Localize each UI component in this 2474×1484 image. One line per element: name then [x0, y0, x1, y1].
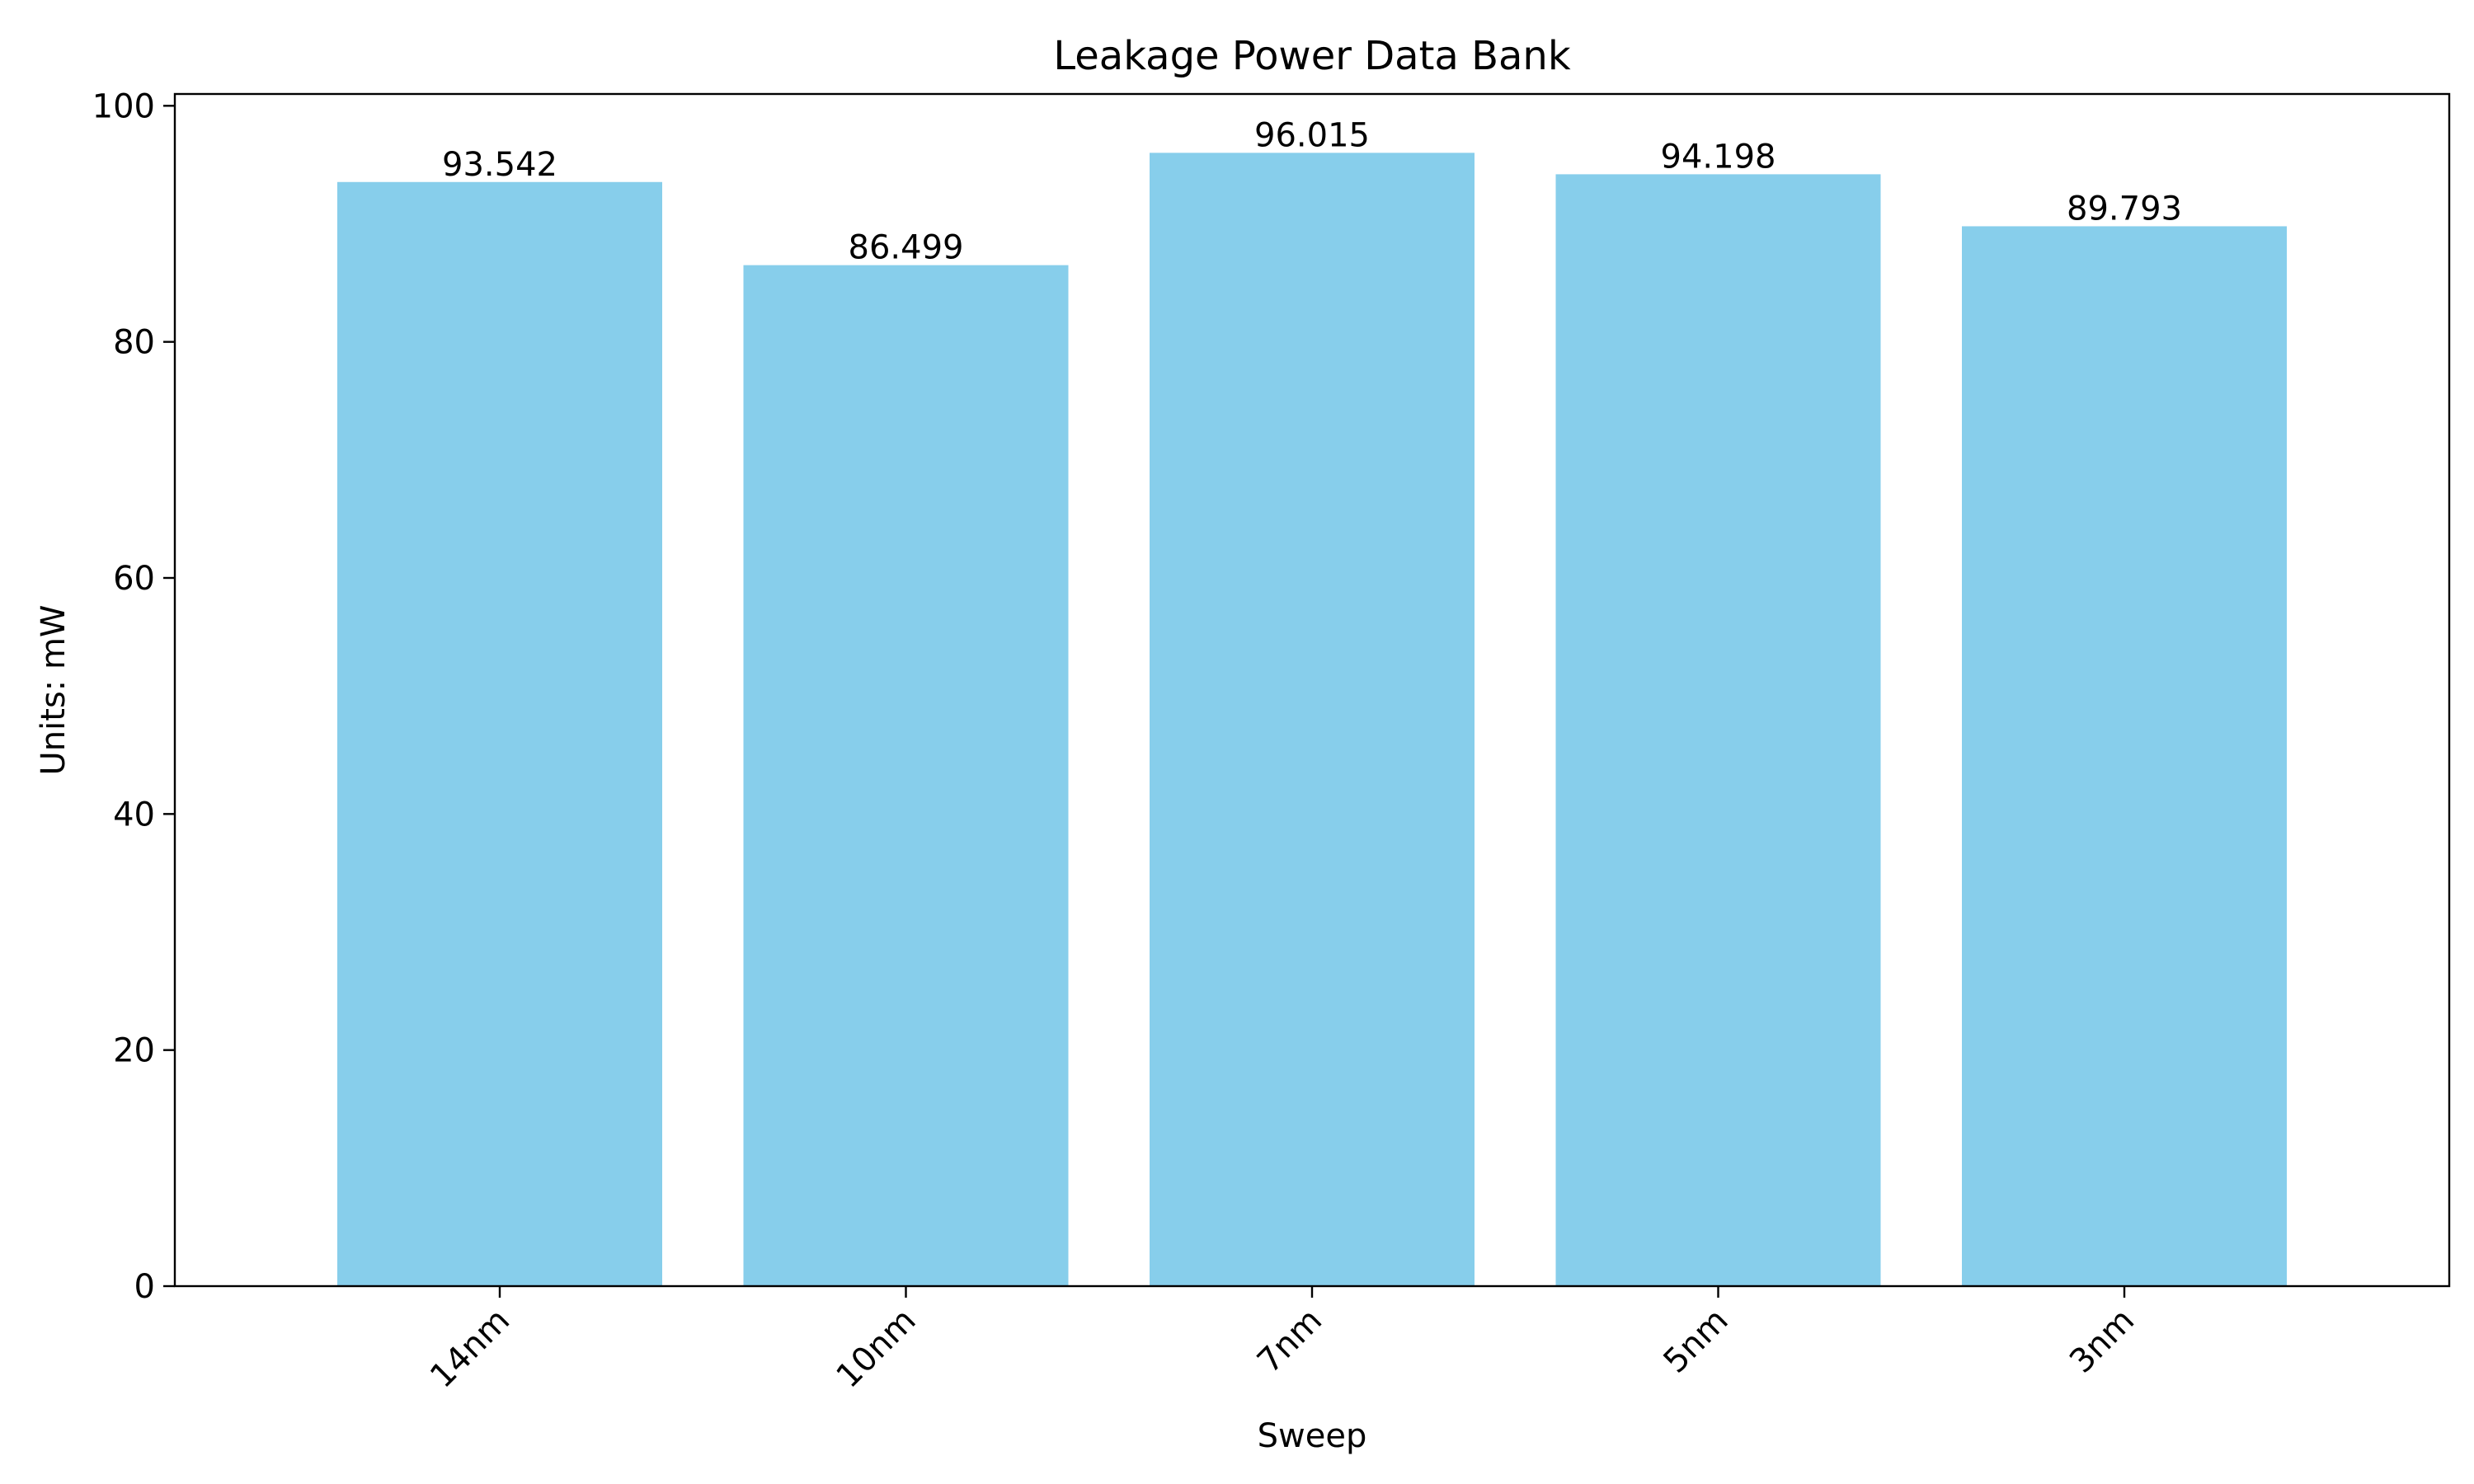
bar-value-label: 96.015 — [1254, 116, 1370, 154]
bar-value-label: 93.542 — [442, 146, 557, 184]
bar-5nm — [1555, 174, 1881, 1287]
x-tick-label: 10nm — [830, 1302, 924, 1396]
y-tick-label: 0 — [134, 1268, 155, 1306]
chart-title: Leakage Power Data Bank — [1053, 33, 1570, 79]
bar-value-label: 89.793 — [2067, 190, 2182, 228]
y-tick-label: 60 — [113, 560, 155, 598]
y-tick-label: 40 — [113, 796, 155, 834]
x-tick-label: 7nm — [1250, 1302, 1329, 1381]
bar-value-label: 94.198 — [1661, 138, 1776, 176]
x-axis-ticks: 14nm 10nm 7nm 5nm 3nm — [423, 1286, 2142, 1396]
bar-7nm — [1150, 153, 1475, 1287]
x-tick-label: 14nm — [423, 1302, 517, 1396]
bar-value-label: 86.499 — [849, 229, 964, 267]
value-labels-layer: 93.542 86.499 96.015 94.198 89.793 — [442, 116, 2182, 266]
plot-area-frame — [173, 92, 2451, 1288]
bar-10nm — [743, 265, 1069, 1286]
y-tick-label: 100 — [92, 87, 155, 125]
y-tick-label: 80 — [113, 324, 155, 362]
x-tick-label: 5nm — [1657, 1302, 1736, 1381]
y-tick-label: 20 — [113, 1032, 155, 1070]
bar-3nm — [1962, 226, 2287, 1286]
bars-layer — [337, 153, 2287, 1287]
y-axis-label: Units: mW — [35, 605, 73, 776]
y-axis-ticks: 0 20 40 60 80 100 — [92, 87, 175, 1306]
x-tick-label: 3nm — [2062, 1302, 2142, 1381]
x-axis-label: Sweep — [1258, 1417, 1367, 1455]
bar-14nm — [337, 181, 662, 1287]
